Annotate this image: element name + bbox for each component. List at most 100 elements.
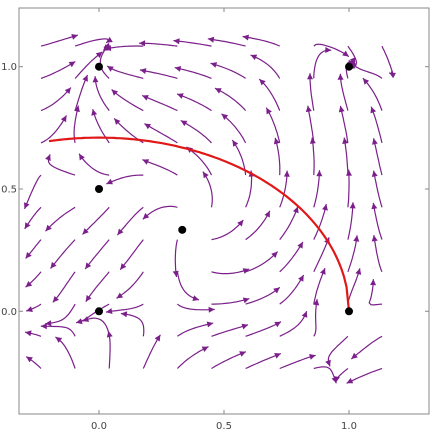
stream-arrowhead [25, 252, 32, 259]
stream-arrowhead [337, 73, 344, 80]
stream-arrowhead [79, 153, 85, 161]
stream-line [40, 87, 72, 112]
stream-line [144, 123, 178, 144]
stream-arrowhead [301, 311, 308, 318]
stream-arrowhead [271, 251, 278, 258]
stream-arrowhead [106, 36, 113, 43]
stream-line [214, 87, 247, 112]
stream-arrowhead [85, 262, 92, 269]
stream-line [309, 73, 315, 111]
stream-arrowhead [250, 54, 258, 61]
stream-arrowhead [106, 308, 113, 314]
stream-line [313, 170, 321, 208]
stream-line [23, 174, 42, 210]
stream-line [82, 317, 110, 337]
stream-arrowhead [266, 107, 272, 115]
y-tick-label: 0.5 [1, 184, 17, 195]
stream-line [313, 43, 350, 58]
equilibrium-point [95, 184, 103, 193]
stream-arrowhead [180, 120, 188, 127]
stream-arrowhead [325, 359, 331, 367]
stream-arrowhead [142, 159, 150, 165]
equilibrium-point [345, 62, 353, 71]
stream-line [116, 271, 144, 299]
stream-line [258, 78, 281, 111]
stream-arrowhead [313, 299, 320, 306]
stream-line [176, 346, 209, 369]
stream-line [52, 271, 76, 303]
stream-arrowhead [362, 78, 370, 85]
stream-arrowhead [106, 178, 113, 185]
stream-arrowhead [76, 318, 83, 325]
stream-arrowhead [241, 323, 249, 330]
equilibrium-point [95, 307, 103, 316]
stream-arrowhead [52, 296, 59, 303]
stream-arrowhead [201, 346, 209, 352]
stream-arrowhead [114, 118, 121, 125]
stream-line [339, 105, 349, 144]
stream-arrowhead [105, 45, 112, 52]
stream-line [279, 206, 299, 240]
stream-arrowhead [309, 354, 316, 360]
stream-line [142, 159, 178, 176]
stream-arrowhead [208, 306, 215, 313]
stream-arrowhead [71, 34, 78, 40]
stream-line [84, 239, 110, 270]
stream-line [94, 76, 110, 111]
stream-arrowhead [342, 137, 349, 144]
x-tick-label: 0.5 [216, 421, 232, 432]
stream-arrowhead [139, 40, 146, 47]
stream-arrowhead [207, 36, 215, 43]
stream-line [245, 321, 282, 337]
stream-line [138, 42, 178, 47]
equilibrium-point [95, 62, 103, 71]
stream-line [242, 35, 280, 47]
stream-line [104, 45, 144, 50]
stream-line [362, 77, 383, 111]
stream-arrowhead [264, 210, 270, 218]
stream-arrowhead [45, 154, 51, 161]
stream-line [265, 107, 281, 144]
stream-line [279, 241, 304, 273]
stream-arrowhead [274, 353, 281, 359]
stream-line [372, 202, 383, 240]
stream-arrowhead [64, 87, 71, 94]
stream-line [279, 274, 305, 305]
equilibrium-point [178, 225, 187, 234]
stream-arrowhead [283, 170, 290, 177]
stream-line [40, 60, 76, 79]
stream-line [116, 206, 144, 236]
stream-arrowhead [370, 279, 377, 286]
stream-lines [23, 34, 396, 384]
stream-arrowhead [298, 275, 304, 282]
stream-line [373, 235, 383, 273]
stream-line [352, 59, 383, 79]
stream-arrowhead [45, 320, 52, 327]
stream-arrowhead [242, 34, 249, 41]
stream-arrowhead [273, 287, 280, 294]
stream-line [307, 105, 315, 143]
stream-arrowhead [139, 68, 147, 74]
stream-arrowhead [68, 61, 76, 68]
stream-line [47, 154, 76, 176]
stream-line [111, 89, 144, 112]
stream-line [207, 38, 246, 47]
stream-line [142, 205, 178, 220]
y-tick-label: 1.0 [1, 62, 17, 73]
stream-line [174, 67, 212, 79]
stream-line [50, 239, 76, 269]
stream-line [120, 312, 145, 337]
stream-line [139, 69, 178, 79]
stream-arrowhead [320, 268, 326, 275]
stream-line [221, 113, 247, 144]
stream-arrowhead [371, 170, 378, 177]
stream-line [119, 239, 144, 271]
stream-arrowhead [192, 295, 199, 301]
stream-arrowhead [55, 337, 63, 343]
stream-arrowhead [85, 295, 92, 302]
stream-arrowhead [24, 222, 31, 229]
stream-arrowhead [45, 224, 52, 232]
stream-arrowhead [346, 377, 354, 384]
stream-line [313, 49, 332, 79]
